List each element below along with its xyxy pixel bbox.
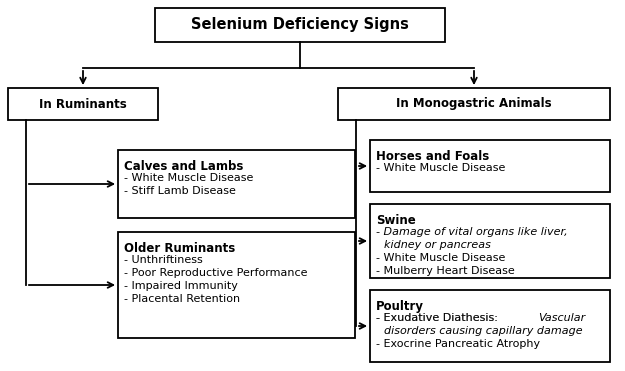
- Bar: [370, 204, 610, 278]
- Text: - White Muscle Disease: - White Muscle Disease: [124, 173, 253, 183]
- Bar: [370, 140, 610, 192]
- Text: - Exudative Diathesis:: - Exudative Diathesis:: [376, 313, 501, 323]
- Text: - Exudative Diathesis:: - Exudative Diathesis:: [376, 313, 501, 323]
- Text: - Mulberry Heart Disease: - Mulberry Heart Disease: [376, 266, 515, 276]
- Bar: [155, 8, 445, 42]
- Text: Calves and Lambs: Calves and Lambs: [124, 160, 243, 173]
- Bar: [8, 88, 158, 120]
- Bar: [338, 88, 610, 120]
- Text: Poultry: Poultry: [376, 300, 424, 313]
- Text: disorders causing capillary damage: disorders causing capillary damage: [384, 326, 582, 336]
- Text: Vascular: Vascular: [538, 313, 585, 323]
- Text: Selenium Deficiency Signs: Selenium Deficiency Signs: [191, 17, 409, 33]
- Text: - White Muscle Disease: - White Muscle Disease: [376, 163, 506, 173]
- Text: - White Muscle Disease: - White Muscle Disease: [376, 253, 506, 263]
- Text: - Poor Reproductive Performance: - Poor Reproductive Performance: [124, 268, 308, 278]
- Bar: [118, 150, 355, 218]
- Text: kidney or pancreas: kidney or pancreas: [384, 240, 491, 250]
- Text: - Stiff Lamb Disease: - Stiff Lamb Disease: [124, 186, 236, 196]
- Text: Older Ruminants: Older Ruminants: [124, 242, 235, 255]
- Text: - Impaired Immunity: - Impaired Immunity: [124, 281, 238, 291]
- Text: Horses and Foals: Horses and Foals: [376, 150, 489, 163]
- Bar: [118, 232, 355, 338]
- Text: - Exocrine Pancreatic Atrophy: - Exocrine Pancreatic Atrophy: [376, 339, 540, 349]
- Text: - Unthriftiness: - Unthriftiness: [124, 255, 202, 265]
- Text: - Placental Retention: - Placental Retention: [124, 294, 240, 304]
- Text: - Exudative Diathesis:: - Exudative Diathesis:: [376, 313, 505, 323]
- Text: In Ruminants: In Ruminants: [39, 98, 127, 111]
- Bar: [370, 290, 610, 362]
- Text: In Monogastric Animals: In Monogastric Animals: [396, 98, 552, 111]
- Text: - Damage of vital organs like liver,: - Damage of vital organs like liver,: [376, 227, 568, 237]
- Text: Swine: Swine: [376, 214, 416, 227]
